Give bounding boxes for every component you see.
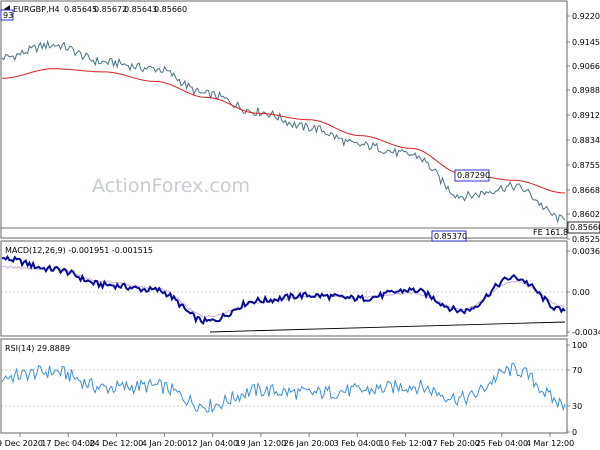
time-axis-tick-label: 25 Feb 04:00 <box>476 439 528 448</box>
high-price-label: 0.87290 <box>454 169 490 182</box>
time-axis-tick-label: 17 Dec 04:00 <box>41 439 95 448</box>
current-price-tag: 0.85660 <box>567 221 600 234</box>
time-axis-tick-label: 12 Jan 04:00 <box>187 439 238 448</box>
macd-axis-tick-label: 0.003609 <box>572 247 600 256</box>
rsi-axis-tick-label: 100 <box>572 341 587 350</box>
time-axis-tick-label: 3 Feb 04:00 <box>334 439 381 448</box>
rsi-axis-tick-label: 0 <box>572 428 577 437</box>
header-high: 0.85672 <box>94 5 127 14</box>
price-header: EURGBP,H4 0.85645 0.85672 0.85643 0.8566… <box>4 5 187 14</box>
header-close: 0.85660 <box>154 5 187 14</box>
macd-panel <box>0 240 568 337</box>
rsi-axis-tick-label: 70 <box>572 366 582 375</box>
header-low: 0.85643 <box>124 5 157 14</box>
macd-axis-tick-label: -0.003472 <box>572 328 600 337</box>
price-series-line <box>1 39 566 224</box>
rsi-panel <box>0 338 568 434</box>
macd-axis-tick-label: 0.00 <box>572 288 590 297</box>
macd-label: MACD(12,26,9) -0.001951 -0.001515 <box>5 246 153 255</box>
time-axis-tick-label: 26 Jan 20:00 <box>284 439 335 448</box>
top-left-tag: 93 <box>0 9 14 21</box>
time-axis-tick-label: 9 Dec 2020 <box>0 439 43 448</box>
high-price-label-text: 0.87290 <box>457 171 490 180</box>
rsi-label: RSI(14) 29.8889 <box>5 344 70 353</box>
rsi-axis: 100 70 30 0 <box>567 341 587 437</box>
fe-label: FE 161.8 <box>533 228 568 237</box>
low-price-label-text: 0.85370 <box>434 232 467 241</box>
time-axis-tick-label: 4 Mar 12:00 <box>526 439 574 448</box>
rsi-line <box>1 362 566 413</box>
time-axis-tick-label: 24 Dec 12:00 <box>89 439 143 448</box>
current-price-text: 0.85660 <box>570 223 600 232</box>
macd-axis: 0.003609 0.00 -0.003472 <box>567 247 600 337</box>
macd-main-line <box>1 254 566 325</box>
macd-signal-line <box>1 265 566 318</box>
time-axis-tick-label: 4 Jan 20:00 <box>142 439 188 448</box>
time-axis-tick-label: 10 Feb 12:00 <box>379 439 431 448</box>
header-symbol: EURGBP,H4 <box>13 5 60 14</box>
low-price-label: 0.85370 <box>431 230 467 242</box>
rsi-axis-tick-label: 30 <box>572 402 582 411</box>
time-axis-tick-label: 17 Feb 20:00 <box>427 439 479 448</box>
price-panel <box>0 0 568 239</box>
header-open: 0.85645 <box>64 5 97 14</box>
macd-trendline <box>209 321 566 333</box>
top-left-tag-text: 93 <box>3 11 13 20</box>
watermark: ActionForex.com <box>92 175 250 197</box>
time-axis-tick-label: 19 Jan 12:00 <box>236 439 287 448</box>
